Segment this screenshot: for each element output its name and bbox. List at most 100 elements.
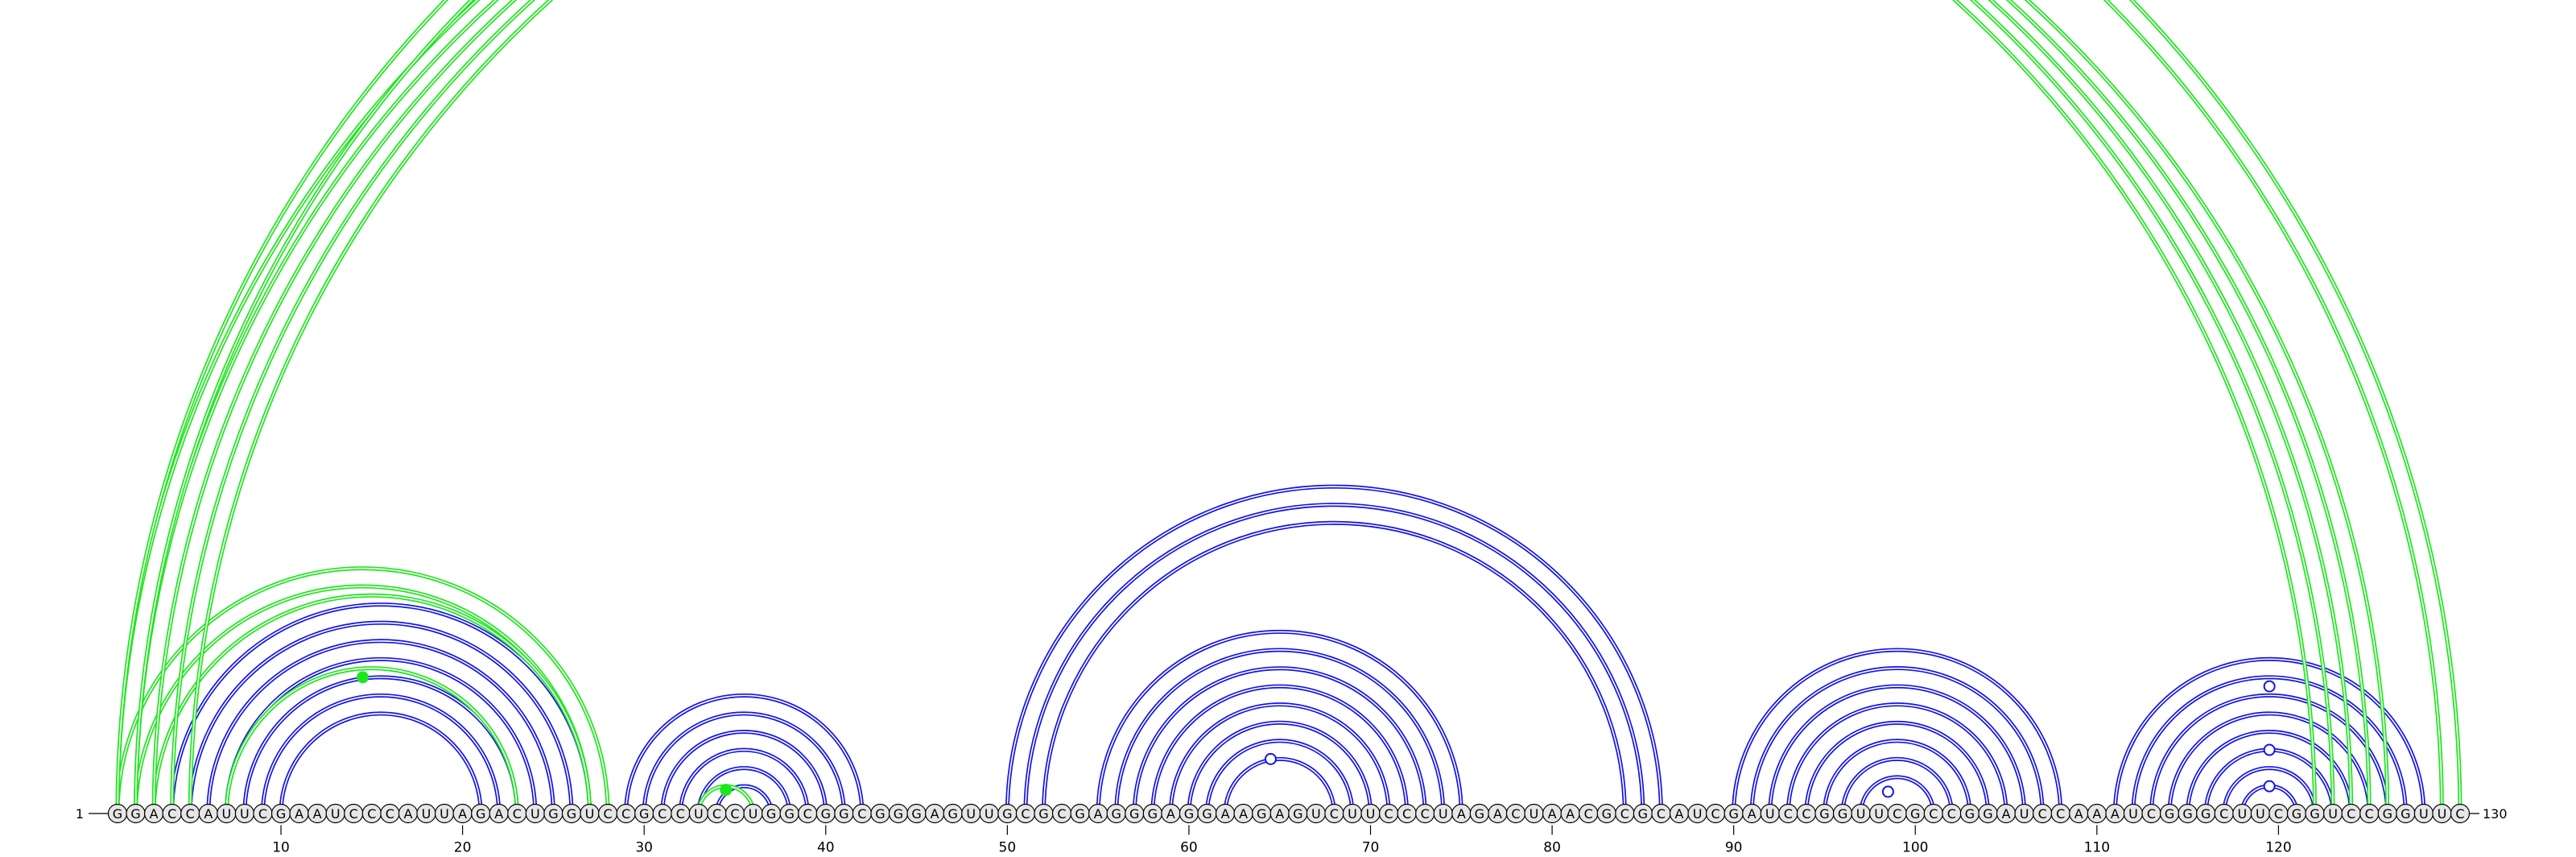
nucleotide: C — [1378, 803, 1399, 824]
nucleotide-letter: U — [2256, 806, 2265, 822]
nucleotide-letter: G — [1111, 806, 1121, 822]
arc-core-32-39 — [679, 749, 809, 814]
nucleotide: U — [1342, 803, 1363, 824]
nucleotide: U — [1851, 803, 1871, 824]
tick-label: 60 — [1180, 840, 1198, 856]
nucleotide-letter: C — [2038, 806, 2047, 822]
nucleotide: G — [2286, 803, 2307, 824]
nucleotide-letter: C — [1893, 806, 1901, 822]
nucleotide: A — [289, 803, 309, 824]
nucleotide-letter: G — [1819, 806, 1829, 822]
nucleotide-letter: C — [676, 806, 685, 822]
arc-core-58-72 — [1152, 685, 1408, 814]
nucleotide-letter: C — [803, 806, 812, 822]
nucleotide-letter: A — [150, 806, 159, 822]
nucleotide: U — [961, 803, 981, 824]
arc-marker — [2263, 680, 2276, 693]
nucleotide-letter: U — [422, 806, 431, 822]
nucleotide: U — [580, 803, 600, 824]
tick-label: 70 — [1362, 840, 1380, 856]
arc-core-95-103 — [1823, 740, 1971, 814]
nucleotide: C — [2050, 803, 2070, 824]
nucleotide-letter: G — [130, 806, 140, 822]
arc-core-113-126 — [2150, 694, 2388, 814]
nucleotide: C — [253, 803, 273, 824]
arc-90-108 — [1732, 648, 2063, 814]
nucleotide-letter: G — [548, 806, 558, 822]
nucleotide-letter: G — [2182, 806, 2192, 822]
nucleotide: U — [2413, 803, 2434, 824]
nucleotide-letter: A — [1221, 806, 1230, 822]
nucleotide-letter: C — [603, 806, 612, 822]
nucleotide-letter: A — [1457, 806, 1466, 822]
nucleotide-letter: C — [167, 806, 176, 822]
nucleotide: U — [2232, 803, 2252, 824]
nucleotide: G — [1724, 803, 1744, 824]
nucleotide-letter: A — [295, 806, 303, 822]
nucleotide: U — [1524, 803, 1544, 824]
nucleotide-letter: G — [1002, 806, 1012, 822]
nucleotide: G — [888, 803, 909, 824]
nucleotide-letter: G — [1728, 806, 1738, 822]
nucleotide-letter: U — [2328, 806, 2338, 822]
nucleotide-letter: C — [186, 806, 195, 822]
nucleotide-letter: A — [458, 806, 467, 822]
nucleotide: G — [779, 803, 799, 824]
nucleotide: A — [1542, 803, 1563, 824]
nucleotide: U — [2322, 803, 2343, 824]
nucleotide-letter: C — [1384, 806, 1393, 822]
arc-core-31-40 — [661, 731, 827, 814]
nucleotide: A — [1215, 803, 1236, 824]
nucleotide: A — [1560, 803, 1580, 824]
nucleotide: A — [1161, 803, 1181, 824]
nucleotide-letter: A — [1548, 806, 1557, 822]
nucleotide: C — [1706, 803, 1726, 824]
arc-2-129 — [134, 0, 2444, 814]
nucleotide-letter: U — [1366, 806, 1376, 822]
nucleotide-letter: C — [1421, 806, 1430, 822]
nucleotide: C — [2359, 803, 2380, 824]
nucleotide: G — [1288, 803, 1308, 824]
nucleotide-letter: U — [221, 806, 231, 822]
nucleotide: A — [144, 803, 164, 824]
nucleotide-letter: G — [1038, 806, 1048, 822]
nucleotide: G — [634, 803, 654, 824]
nucleotide: C — [1942, 803, 1962, 824]
nucleotide: U — [2250, 803, 2270, 824]
nucleotide-letter: U — [2419, 806, 2429, 822]
nucleotide-letter: C — [386, 806, 394, 822]
nucleotide: C — [2450, 803, 2471, 824]
tick-label: 80 — [1543, 840, 1561, 856]
nucleotide-letter: G — [947, 806, 957, 822]
nucleotide-letter: U — [1439, 806, 1448, 822]
arc-core-9-22 — [262, 694, 500, 814]
nucleotide: G — [561, 803, 582, 824]
arc-7-24 — [224, 656, 538, 814]
nucleotide: C — [2141, 803, 2161, 824]
tick-label: 90 — [1725, 840, 1743, 856]
arc-10-21 — [279, 711, 483, 814]
nucleotide-letter: C — [1330, 806, 1339, 822]
nucleotide: A — [308, 803, 328, 824]
nucleotide: C — [1651, 803, 1671, 824]
arc-marker — [2263, 780, 2276, 793]
tick-label: 20 — [454, 840, 472, 856]
arc-core-96-102 — [1842, 758, 1953, 814]
nucleotide-letter: G — [766, 806, 776, 822]
nucleotide: A — [2105, 803, 2125, 824]
nucleotide: G — [1905, 803, 1926, 824]
nucleotide-letter: C — [367, 806, 376, 822]
nucleotide: G — [906, 803, 927, 824]
nucleotide: A — [1269, 803, 1290, 824]
arc-core-60-70 — [1188, 722, 1372, 814]
arc-core-7-24 — [225, 658, 536, 814]
nucleotide-letter: U — [1530, 806, 1539, 822]
nucleotide: A — [2087, 803, 2107, 824]
tick-label: 10 — [272, 840, 290, 856]
nucleotide-letter: G — [476, 806, 485, 822]
nucleotide-letter: C — [1584, 806, 1593, 822]
nucleotide: A — [489, 803, 509, 824]
nucleotide: G — [2396, 803, 2416, 824]
arc-114-125 — [2167, 711, 2372, 814]
